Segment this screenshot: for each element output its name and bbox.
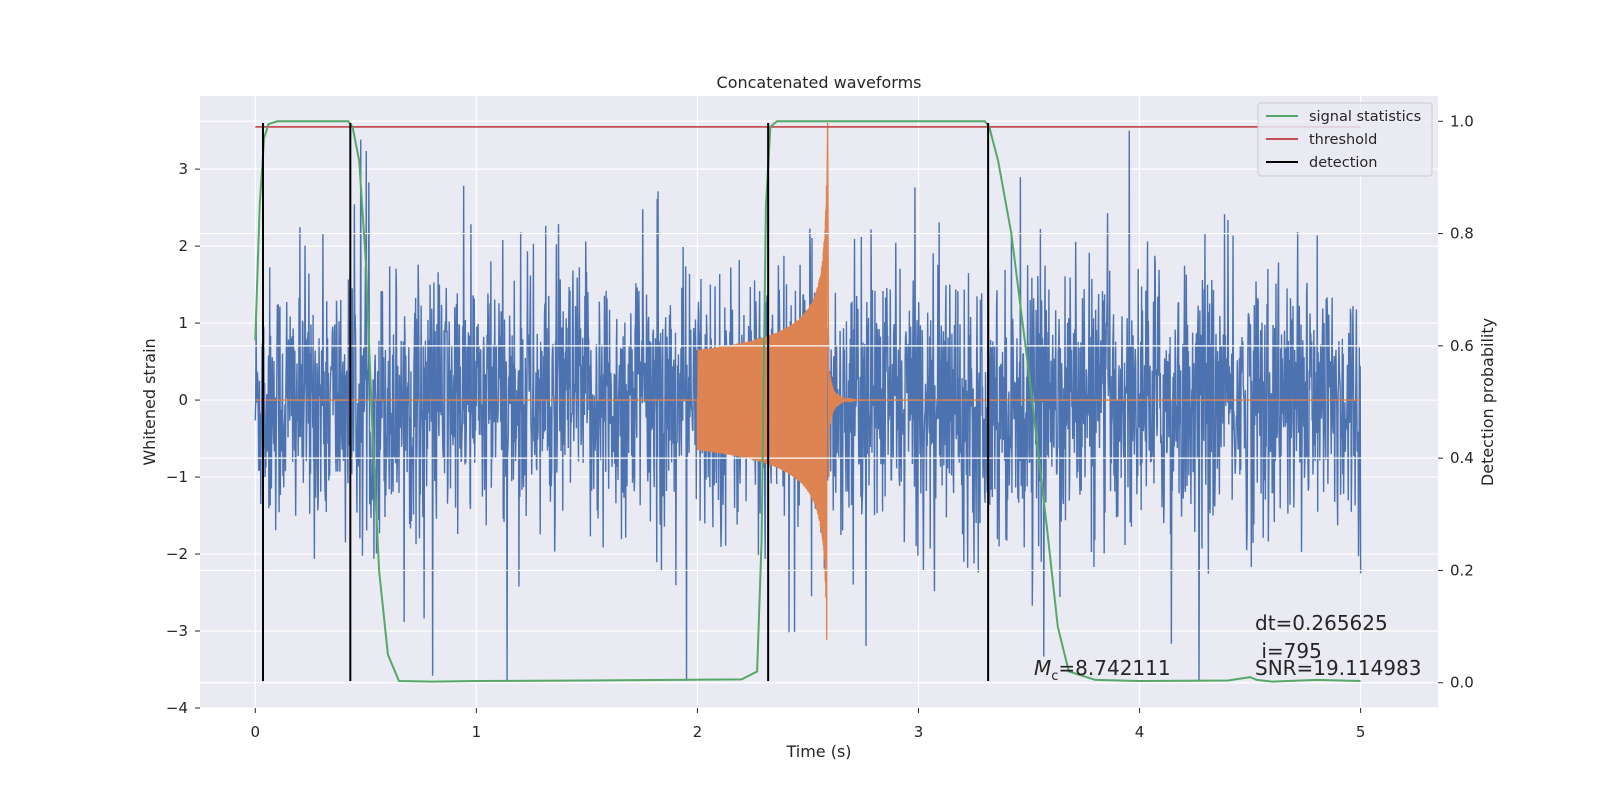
tick-labels: 0 1 2 3 4 5 −4 −3 −2 −1 0 1 2 3 0.0 0.2 0.4 0.6 0.8 1.0: [166, 112, 1474, 741]
x-tick-label: 4: [1135, 723, 1145, 741]
legend-label-threshold: threshold: [1309, 132, 1377, 148]
y-tick-label-left: −4: [166, 699, 188, 717]
annotation-snr: SNR=19.114983: [1255, 656, 1421, 680]
y-tick-label-right: 0.0: [1450, 674, 1474, 692]
statistic-series: [254, 120, 1361, 683]
statistic-line: [254, 120, 1361, 683]
legend-box: [1257, 102, 1433, 177]
x-tick-label: 0: [250, 723, 260, 741]
y-axis-label-left: Whitened strain: [140, 338, 159, 465]
y-tick-label-left: −2: [166, 545, 188, 563]
x-tick-label: 1: [472, 723, 482, 741]
y-tick-label-left: 0: [178, 391, 188, 409]
x-tick-label: 5: [1356, 723, 1366, 741]
y-axis-label-right: Detection probability: [1478, 318, 1497, 486]
signal-series: [255, 122, 1361, 640]
detection-series: [262, 122, 990, 682]
annotation-mc-subscript: c: [1051, 669, 1058, 684]
annotation-i: i=795: [1255, 639, 1322, 663]
y-tick-label-right: 0.2: [1450, 561, 1474, 579]
annotation-mc-value: =8.742111: [1058, 656, 1170, 680]
y-tick-label-left: −3: [166, 622, 188, 640]
y-tick-label-left: 3: [178, 160, 188, 178]
legend: signal statistics threshold detection: [1257, 102, 1433, 177]
y-tick-label-right: 1.0: [1450, 112, 1474, 130]
y-tick-label-right: 0.8: [1450, 225, 1474, 243]
x-tick-label: 3: [914, 723, 924, 741]
y-tick-label-right: 0.4: [1450, 449, 1474, 467]
x-axis-label: Time (s): [785, 742, 851, 761]
annotation-chirp-mass: Mc=8.742111: [1034, 656, 1171, 684]
legend-label-detection: detection: [1309, 155, 1377, 171]
y-tick-label-left: 2: [178, 237, 188, 255]
y-tick-label-right: 0.6: [1450, 337, 1474, 355]
annotation-mc-symbol: M: [1034, 656, 1051, 680]
legend-label-statistic: signal statistics: [1309, 109, 1421, 125]
annotation-dt: dt=0.265625: [1255, 611, 1388, 635]
chart-title: Concatenated waveforms: [717, 73, 922, 92]
y-tick-label-left: −1: [166, 468, 188, 486]
signal-line: [255, 122, 1361, 640]
y-tick-label-left: 1: [178, 314, 188, 332]
x-tick-label: 2: [693, 723, 703, 741]
